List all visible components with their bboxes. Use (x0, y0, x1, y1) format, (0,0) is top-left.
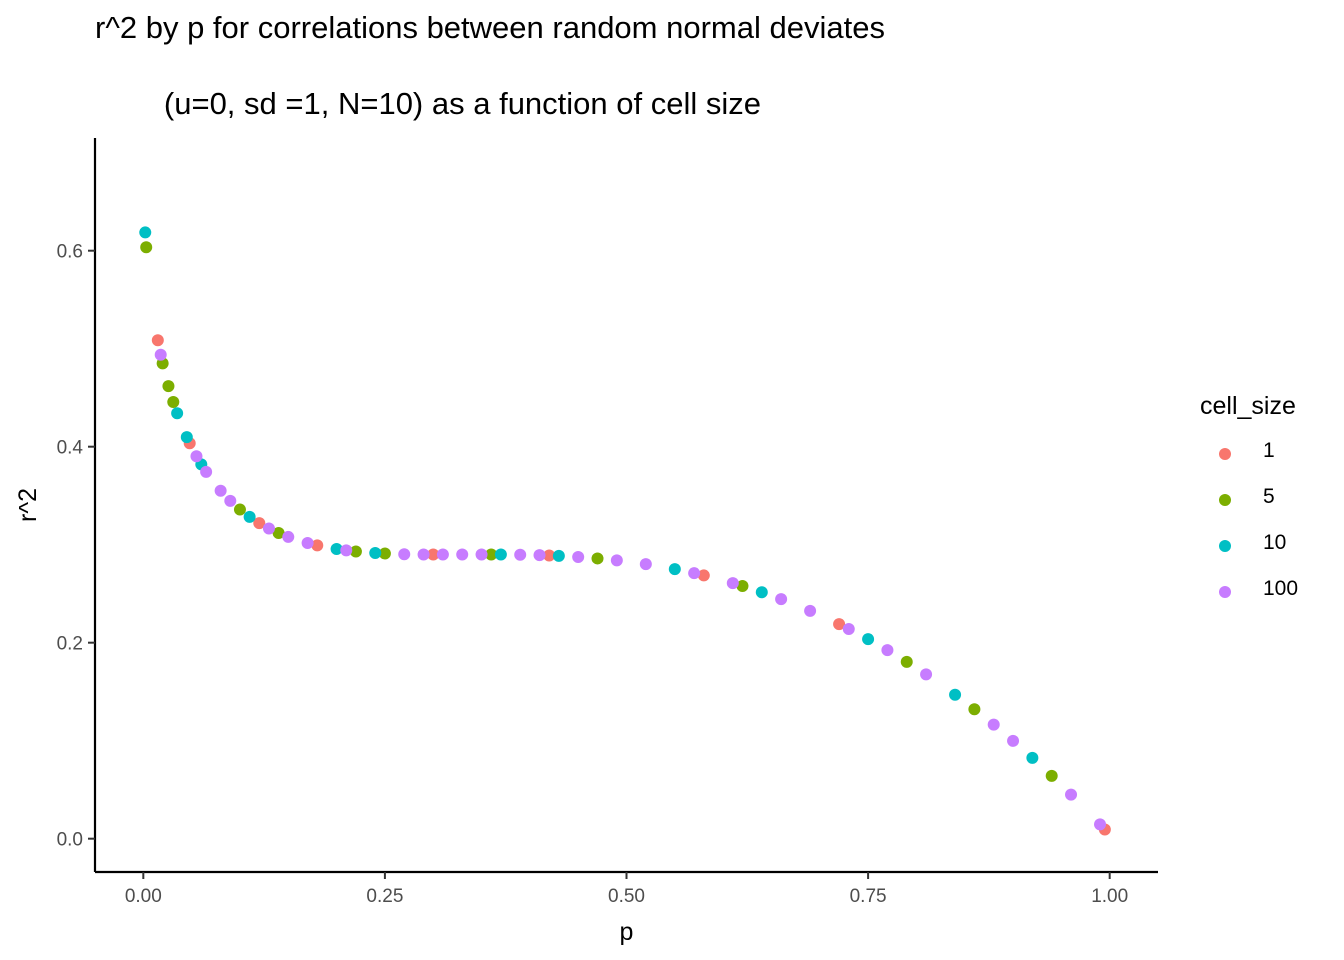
y-tick-label: 0.6 (57, 242, 83, 263)
data-point-100 (1094, 818, 1107, 831)
data-point-100 (804, 604, 817, 617)
data-point-10 (755, 586, 768, 599)
data-point-5 (736, 579, 749, 592)
data-point-1 (253, 517, 266, 530)
data-point-100 (920, 668, 933, 681)
data-point-100 (436, 548, 449, 561)
chart-subtitle: (u=0, sd =1, N=10) as a function of cell… (95, 86, 761, 121)
data-point-100 (1065, 788, 1078, 801)
legend-item-5: 5 (1200, 481, 1296, 527)
legend-swatch-1 (1219, 448, 1231, 460)
data-point-100 (688, 567, 701, 580)
data-point-10 (949, 688, 962, 701)
data-point-5 (378, 547, 391, 560)
data-point-1 (311, 539, 324, 552)
data-point-100 (200, 465, 213, 478)
legend-swatch-5 (1219, 494, 1231, 506)
legend-label-1: 1 (1263, 439, 1275, 462)
data-point-10 (552, 549, 565, 562)
data-point-10 (171, 407, 184, 420)
data-point-100 (775, 593, 788, 606)
y-tick-label: 0.0 (57, 830, 83, 851)
legend-label-10: 10 (1263, 531, 1287, 554)
data-point-1 (833, 618, 846, 631)
chart-title: r^2 by p for correlations between random… (95, 10, 885, 45)
legend-item-100: 100 (1200, 573, 1299, 619)
data-point-100 (224, 494, 237, 507)
data-point-10 (180, 431, 193, 444)
legend-item-1: 1 (1200, 435, 1296, 481)
legend-label-5: 5 (1263, 485, 1275, 508)
legend-item-10: 10 (1200, 527, 1296, 573)
legend: cell_size 1 5 10 100 (1200, 392, 1299, 619)
data-point-100 (282, 530, 295, 543)
data-point-1 (543, 549, 556, 562)
data-point-5 (591, 552, 604, 565)
data-point-1 (427, 548, 440, 561)
data-point-100 (456, 548, 469, 561)
data-point-5 (233, 503, 246, 516)
data-point-10 (668, 563, 681, 576)
y-tick-label: 0.4 (57, 438, 84, 459)
data-point-1 (151, 334, 164, 347)
data-point-5 (272, 527, 285, 540)
x-tick-label: 0.50 (608, 886, 645, 907)
data-point-100 (1007, 734, 1020, 747)
data-point-5 (900, 655, 913, 668)
x-tick-label: 1.00 (1091, 886, 1128, 907)
data-point-100 (881, 644, 894, 657)
data-point-10 (330, 543, 343, 556)
data-point-100 (301, 537, 314, 550)
data-point-100 (214, 484, 227, 497)
x-tick-label: 0.25 (366, 886, 403, 907)
data-point-100 (398, 548, 411, 561)
data-point-100 (842, 622, 855, 635)
data-point-5 (162, 380, 175, 393)
data-point-100 (987, 718, 1000, 731)
data-point-100 (572, 550, 585, 563)
data-point-10 (369, 547, 382, 560)
data-point-100 (726, 577, 739, 590)
data-point-10 (862, 633, 875, 646)
data-point-5 (968, 703, 981, 716)
legend-title: cell_size (1200, 392, 1296, 420)
legend-swatch-10 (1219, 540, 1231, 552)
data-point-5 (167, 396, 180, 409)
data-point-5 (140, 241, 153, 254)
y-tick-label: 0.2 (57, 634, 83, 655)
data-point-5 (1045, 769, 1058, 782)
data-point-100 (610, 554, 623, 567)
data-point-100 (190, 450, 203, 463)
data-point-100 (514, 548, 527, 561)
data-point-10 (139, 226, 152, 239)
data-point-100 (340, 544, 353, 557)
data-point-100 (262, 522, 275, 535)
x-tick-label: 0.75 (850, 886, 887, 907)
data-point-10 (1026, 751, 1039, 764)
data-point-100 (639, 558, 652, 571)
data-point-100 (475, 548, 488, 561)
data-point-5 (485, 548, 498, 561)
data-point-10 (243, 510, 256, 523)
legend-label-100: 100 (1263, 577, 1299, 600)
legend-swatch-100 (1219, 586, 1231, 598)
data-point-100 (154, 348, 167, 361)
data-point-1 (697, 569, 710, 582)
data-point-100 (533, 549, 546, 562)
x-axis-title: p (620, 918, 634, 946)
data-point-10 (494, 548, 507, 561)
data-point-100 (417, 548, 430, 561)
data-point-5 (349, 545, 362, 558)
x-tick-label: 0.00 (125, 886, 162, 907)
y-axis-title: r^2 (14, 488, 42, 522)
